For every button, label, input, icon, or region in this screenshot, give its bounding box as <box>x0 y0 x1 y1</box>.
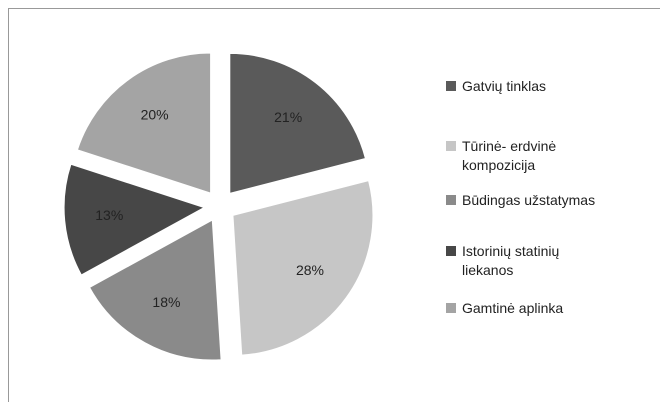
legend-item: Gamtinė aplinka <box>446 299 646 318</box>
pie-slice <box>88 219 222 361</box>
legend-label: Istorinių statinių liekanos <box>462 243 560 278</box>
value-label: 13% <box>95 207 123 223</box>
legend-swatch <box>446 81 456 91</box>
legend-item: Istorinių statinių liekanos <box>446 242 646 280</box>
pie-slice <box>229 52 367 195</box>
frame <box>8 8 660 402</box>
pie-slice <box>63 163 206 276</box>
legend-swatch <box>446 303 456 313</box>
value-label: 28% <box>296 262 324 278</box>
value-label: 20% <box>141 107 169 123</box>
value-label: 18% <box>152 294 180 310</box>
legend-swatch <box>446 141 456 151</box>
legend-label: Būdingas užstatymas <box>462 192 596 208</box>
pie-slice <box>76 52 212 194</box>
legend-label: Gamtinė aplinka <box>462 300 564 316</box>
legend-swatch <box>446 246 456 256</box>
legend-label: Gatvių tinklas <box>462 78 547 94</box>
value-label: 21% <box>274 109 302 125</box>
pie-slice <box>232 179 374 356</box>
legend-label: Tūrinė- erdvinė kompozicija <box>462 138 557 173</box>
legend-swatch <box>446 195 456 205</box>
legend-item: Tūrinė- erdvinė kompozicija <box>446 137 646 175</box>
legend-item: Būdingas užstatymas <box>446 191 646 210</box>
legend-item: Gatvių tinklas <box>446 77 646 96</box>
